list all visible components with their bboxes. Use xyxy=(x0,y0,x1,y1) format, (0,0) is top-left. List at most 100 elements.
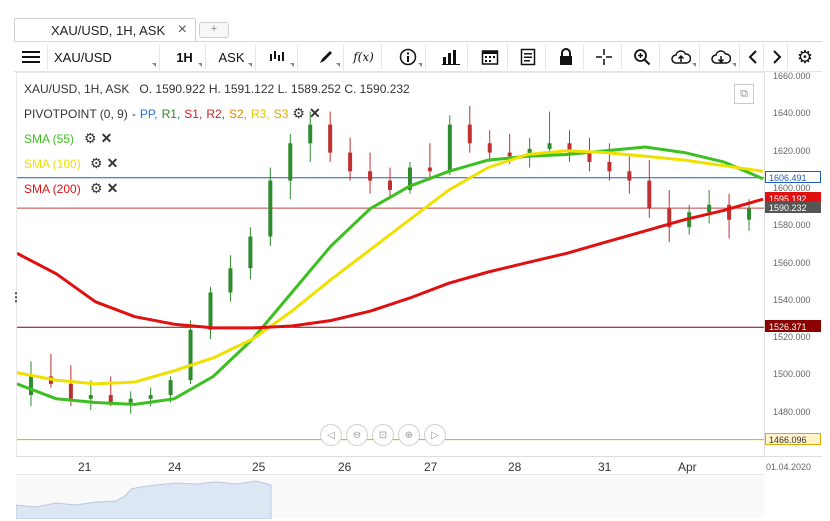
pivot-r2-label: R2, xyxy=(206,106,225,121)
candle-body xyxy=(228,268,233,293)
candle-body xyxy=(567,143,572,153)
close-tab-icon[interactable]: × xyxy=(177,21,187,38)
price-tick: 1560.000 xyxy=(773,257,811,268)
menu-button[interactable] xyxy=(14,44,48,70)
sma100-label: SMA (100) xyxy=(24,156,81,171)
candle-body xyxy=(248,236,253,269)
add-tab-button[interactable]: + xyxy=(199,22,229,38)
expand-chart-icon[interactable]: ⧉ xyxy=(734,84,754,104)
settings-button[interactable]: ⚙ xyxy=(790,44,820,70)
time-axis[interactable]: 21 24 25 26 27 28 31 Apr 01.04.2020 xyxy=(16,456,822,474)
scroll-left-button[interactable] xyxy=(742,44,764,70)
pivot-r1-label: R1, xyxy=(161,106,181,121)
interval-select[interactable]: 1H xyxy=(164,44,206,70)
reset-zoom-button[interactable]: ⊡ xyxy=(372,424,394,446)
axis-date: 01.04.2020 xyxy=(766,462,812,472)
chart-navigator[interactable] xyxy=(15,474,764,520)
price-tick: 1660.000 xyxy=(773,71,811,81)
chevron-down-icon xyxy=(692,63,696,67)
crosshair-icon xyxy=(595,49,612,65)
scroll-right-button[interactable] xyxy=(766,44,788,70)
chart-type-button[interactable] xyxy=(258,44,298,70)
zoom-button[interactable] xyxy=(624,44,660,70)
side-label: ASK xyxy=(218,49,245,65)
lock-button[interactable] xyxy=(548,44,584,70)
candle-body xyxy=(607,161,612,172)
price-tick: 1540.000 xyxy=(773,294,811,305)
candle-body xyxy=(28,376,33,396)
pivot-remove-icon[interactable]: ✕ xyxy=(308,105,321,121)
time-tick: 25 xyxy=(252,460,266,474)
high-value: 1591.122 xyxy=(224,82,275,96)
pan-left-button[interactable]: ◁ xyxy=(320,424,342,446)
zoom-in-button[interactable]: ⊕ xyxy=(398,424,420,446)
candle-body xyxy=(388,180,392,190)
zoom-out-button[interactable]: ⊖ xyxy=(346,424,368,446)
pivot-s1-label: S1, xyxy=(184,106,203,121)
sma200-remove-icon[interactable]: ✕ xyxy=(106,180,119,196)
candle-body xyxy=(627,171,632,181)
candle-body xyxy=(288,143,293,181)
candle-body xyxy=(547,143,552,149)
price-tick: 1480.000 xyxy=(773,406,811,417)
hamburger-icon xyxy=(21,51,40,63)
calendar-button[interactable] xyxy=(472,44,508,70)
upload-button[interactable] xyxy=(662,44,700,70)
candle-body xyxy=(727,204,732,220)
candle-body xyxy=(268,180,273,237)
pivot-s3-label: S3 xyxy=(273,106,289,121)
info-button[interactable] xyxy=(390,44,426,70)
pivot-settings-icon[interactable]: ⚙ xyxy=(292,105,305,121)
sma100-settings-icon[interactable]: ⚙ xyxy=(90,155,103,171)
close-label: C. xyxy=(344,82,357,96)
pivot-name: PIVOTPOINT (0, 9) xyxy=(24,106,128,121)
price-axis[interactable]: 1660.000 1640.000 1620.000 1600.000 1580.000… xyxy=(764,71,822,456)
chevron-left-icon xyxy=(748,50,757,64)
sma55-indicator-row: SMA (55) ⚙ ✕ xyxy=(24,130,112,147)
sma55-remove-icon[interactable]: ✕ xyxy=(100,130,113,146)
sma55-settings-icon[interactable]: ⚙ xyxy=(84,130,97,146)
sma-line xyxy=(17,145,764,406)
download-button[interactable] xyxy=(702,44,740,70)
low-label: L. xyxy=(277,82,288,96)
info-symbol: XAU/USD, 1H, ASK xyxy=(24,82,130,96)
drawing-tools-button[interactable] xyxy=(308,44,344,70)
volume-button[interactable] xyxy=(434,44,468,70)
candlestick-icon xyxy=(269,51,284,61)
price-tick: 1640.000 xyxy=(773,108,811,119)
pivot-r3-label: R3, xyxy=(251,106,270,121)
time-tick: 21 xyxy=(78,460,92,474)
zoom-controls: ◁ ⊖ ⊡ ⊕ ▷ xyxy=(320,424,446,446)
price-level-badge: 1466.096 xyxy=(765,432,821,445)
time-tick: 27 xyxy=(424,460,438,474)
document-icon xyxy=(520,48,535,66)
magnifier-icon xyxy=(633,49,650,66)
indicators-button[interactable]: f(x) xyxy=(346,44,382,70)
candle-body xyxy=(407,167,412,190)
price-tick: 1580.000 xyxy=(773,220,811,231)
candle-body xyxy=(527,148,532,157)
side-select[interactable]: ASK xyxy=(208,44,256,70)
open-value: 1590.922 xyxy=(155,82,206,96)
cloud-upload-icon xyxy=(670,50,691,64)
price-level-badge: 1590.232 xyxy=(765,201,821,214)
crosshair-button[interactable] xyxy=(586,44,622,70)
open-label: O. xyxy=(139,82,153,96)
report-button[interactable] xyxy=(510,44,546,70)
chevron-right-icon xyxy=(772,50,781,64)
panel-resize-handle[interactable]: ⋮ xyxy=(10,290,22,304)
chart-tab[interactable]: XAU/USD, 1H, ASK × xyxy=(14,18,196,42)
ohlc-info: XAU/USD, 1H, ASK O. 1590.922 H. 1591.122… xyxy=(24,82,410,96)
chevron-down-icon xyxy=(290,63,294,67)
chart-plot-area[interactable] xyxy=(16,72,765,456)
symbol-select[interactable]: XAU/USD xyxy=(50,44,160,70)
calendar-icon xyxy=(481,50,498,65)
price-chart xyxy=(17,105,765,441)
sma200-label: SMA (200) xyxy=(24,181,81,196)
sma100-remove-icon[interactable]: ✕ xyxy=(106,155,119,171)
pivot-sep: - xyxy=(131,106,136,121)
candle-body xyxy=(68,383,73,399)
sma200-settings-icon[interactable]: ⚙ xyxy=(90,180,103,196)
chevron-down-icon xyxy=(732,63,736,67)
pan-right-button[interactable]: ▷ xyxy=(424,424,446,446)
